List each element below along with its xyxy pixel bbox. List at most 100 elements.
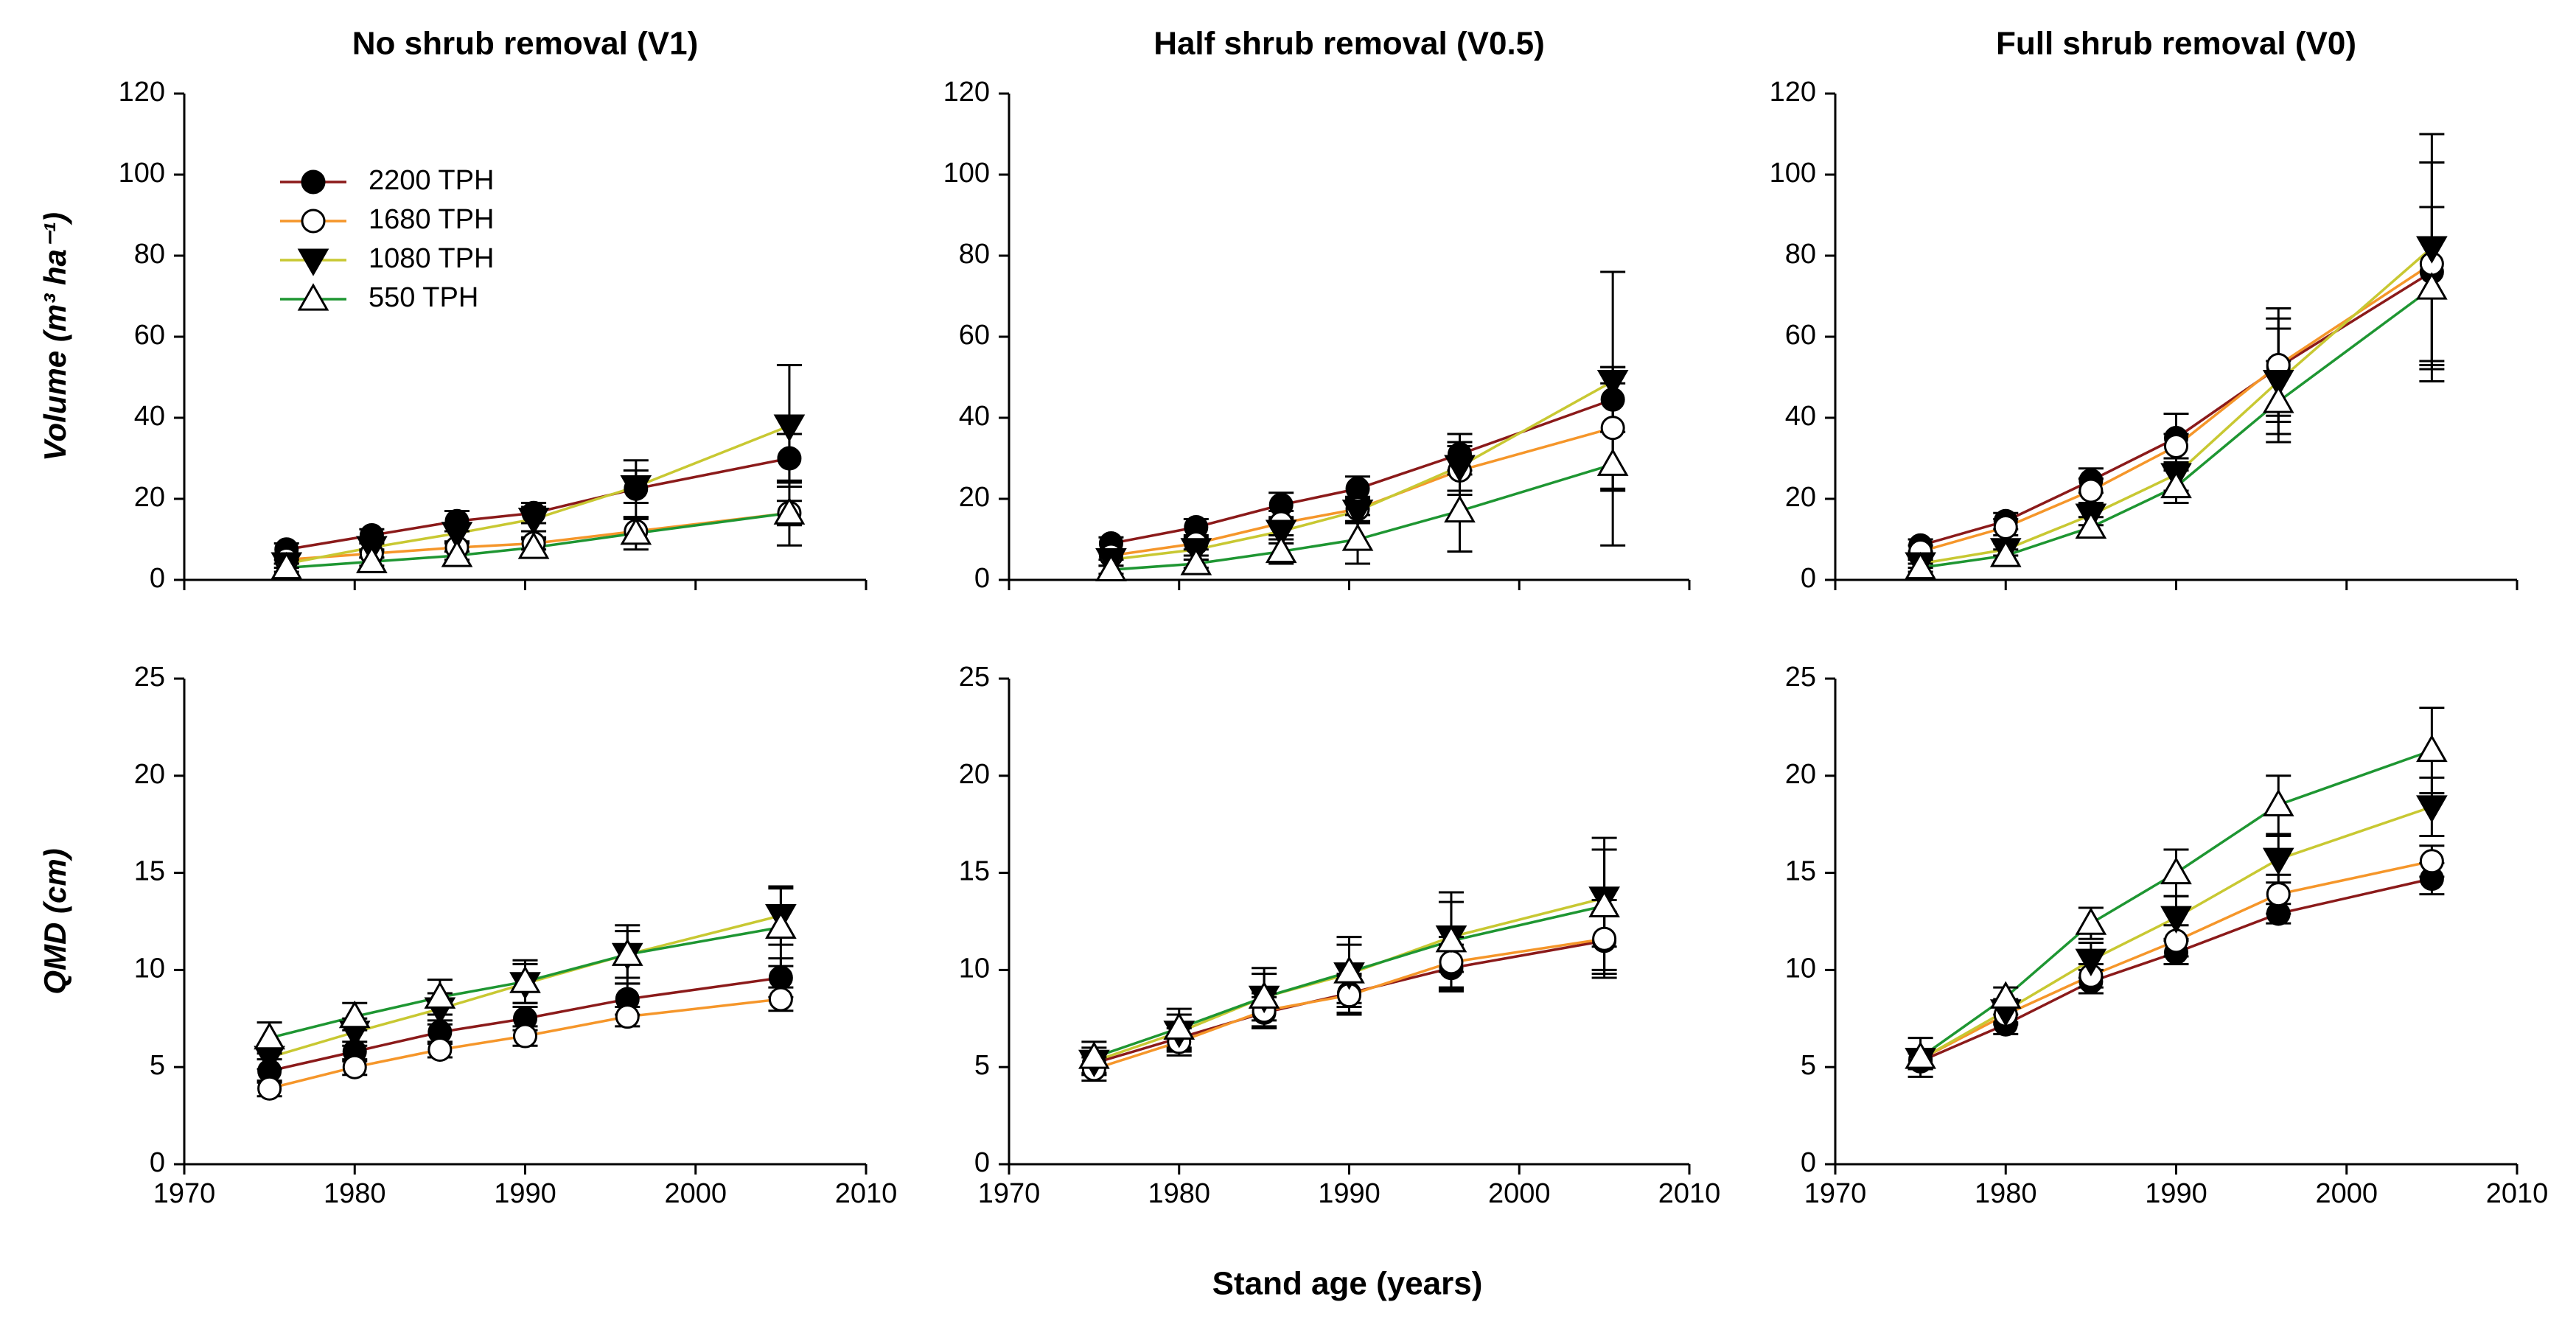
marker xyxy=(1596,369,1629,398)
marker xyxy=(356,545,388,573)
y-tick-label: 40 xyxy=(134,401,165,432)
y-tick-label: 15 xyxy=(134,856,165,887)
series-line xyxy=(1919,805,2432,1061)
marker xyxy=(1345,476,1370,501)
marker xyxy=(1341,523,1374,551)
marker xyxy=(1989,539,2022,567)
y-tick-label: 5 xyxy=(150,1050,165,1081)
y-tick-label: 40 xyxy=(959,401,990,432)
series-line xyxy=(1920,270,2433,547)
x-tick-label: 2000 xyxy=(2315,1178,2378,1209)
y-tick-label: 80 xyxy=(134,239,165,270)
y-tick-label: 120 xyxy=(119,77,165,108)
marker xyxy=(1435,925,1467,953)
y-tick-label: 10 xyxy=(134,953,165,984)
legend-label: 550 TPH xyxy=(369,282,478,313)
marker xyxy=(1444,455,1476,483)
marker xyxy=(2266,882,2291,907)
marker xyxy=(301,169,326,195)
y-tick-label: 100 xyxy=(119,158,165,189)
marker xyxy=(777,446,802,471)
legend-label: 1680 TPH xyxy=(369,204,494,235)
x-tick-label: 1990 xyxy=(494,1178,556,1209)
y-tick-label: 0 xyxy=(974,563,990,594)
legend-label: 2200 TPH xyxy=(369,165,494,196)
y-tick-label: 20 xyxy=(959,759,990,790)
x-tick-label: 2000 xyxy=(664,1178,727,1209)
x-tick-label: 1970 xyxy=(153,1178,216,1209)
series-line xyxy=(1111,398,1613,545)
marker xyxy=(768,965,793,990)
y-tick-label: 120 xyxy=(943,77,990,108)
marker xyxy=(1989,981,2022,1009)
y-tick-label: 120 xyxy=(1770,77,1816,108)
y-tick-label: 0 xyxy=(150,1147,165,1178)
panel-title: Full shrub removal (V0) xyxy=(1996,26,2356,62)
y-tick-label: 20 xyxy=(134,482,165,513)
series-line xyxy=(286,511,790,561)
marker xyxy=(1439,950,1464,975)
y-tick-label: 60 xyxy=(959,320,990,351)
y-tick-label: 5 xyxy=(1801,1050,1816,1081)
marker xyxy=(270,551,303,580)
marker xyxy=(2075,907,2107,935)
marker xyxy=(2078,478,2104,503)
marker xyxy=(1444,494,1476,523)
marker xyxy=(611,938,643,966)
marker xyxy=(297,248,329,276)
series-line xyxy=(286,424,790,565)
marker xyxy=(1588,889,1620,917)
marker xyxy=(297,283,329,311)
marker xyxy=(1592,926,1617,951)
x-tick-label: 2010 xyxy=(1658,1178,1721,1209)
y-tick-label: 20 xyxy=(1785,759,1816,790)
y-tick-label: 60 xyxy=(1785,320,1816,351)
series-line xyxy=(269,998,781,1090)
marker xyxy=(1180,547,1212,575)
marker xyxy=(773,497,806,525)
marker xyxy=(620,475,652,503)
marker xyxy=(2416,236,2448,264)
marker xyxy=(1600,416,1625,441)
marker xyxy=(1596,448,1629,476)
marker xyxy=(1993,515,2018,539)
y-tick-label: 20 xyxy=(134,759,165,790)
marker xyxy=(2416,734,2448,763)
marker xyxy=(424,981,456,1009)
series-line xyxy=(1920,246,2433,565)
y-tick-label: 100 xyxy=(1770,158,1816,189)
marker xyxy=(254,1021,285,1050)
marker xyxy=(1905,551,1936,580)
series-line xyxy=(269,976,781,1073)
x-axis-label: Stand age (years) xyxy=(1212,1266,1483,1302)
x-tick-label: 1980 xyxy=(1148,1178,1210,1209)
y-tick-label: 100 xyxy=(943,158,990,189)
x-tick-label: 1970 xyxy=(978,1178,1041,1209)
y-tick-label: 25 xyxy=(959,662,990,693)
series-line xyxy=(1919,877,2432,1063)
series-line xyxy=(1111,379,1614,561)
x-tick-label: 1990 xyxy=(2145,1178,2207,1209)
panel-title: Half shrub removal (V0.5) xyxy=(1153,26,1545,62)
marker xyxy=(517,507,550,536)
x-tick-label: 2010 xyxy=(2486,1178,2549,1209)
x-tick-label: 1980 xyxy=(1975,1178,2037,1209)
series-line xyxy=(1920,262,2433,553)
marker xyxy=(342,1054,367,1079)
y-tick-label: 40 xyxy=(1785,401,1816,432)
marker xyxy=(1341,499,1374,528)
x-tick-label: 1990 xyxy=(1318,1178,1381,1209)
y-tick-label: 0 xyxy=(1801,1147,1816,1178)
marker xyxy=(2262,847,2294,875)
y-tick-label: 10 xyxy=(959,953,990,984)
legend-label: 1080 TPH xyxy=(369,243,494,274)
series-line xyxy=(1111,427,1613,557)
marker xyxy=(2262,385,2294,413)
y-tick-label: 5 xyxy=(974,1050,990,1081)
y-tick-label: 80 xyxy=(959,239,990,270)
y-tick-label: 15 xyxy=(959,856,990,887)
y-tick-label: 0 xyxy=(1801,563,1816,594)
marker xyxy=(1905,1041,1936,1069)
x-tick-label: 1980 xyxy=(324,1178,386,1209)
marker xyxy=(2419,849,2444,874)
